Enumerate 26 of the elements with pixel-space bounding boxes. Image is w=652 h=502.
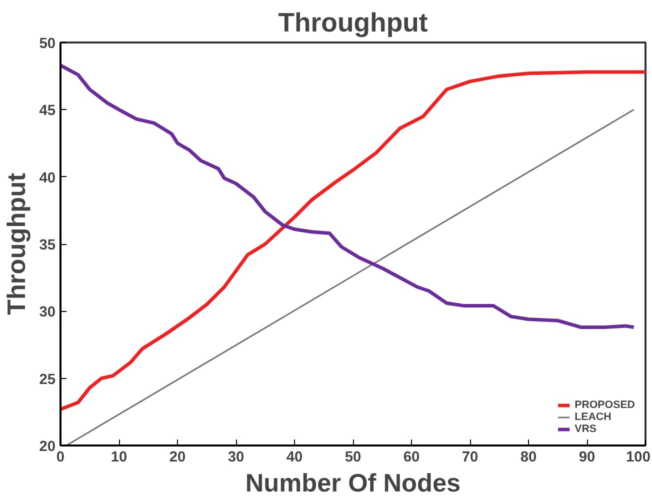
x-tick-label: 10 [110, 450, 128, 466]
legend-label: VRS [574, 423, 597, 435]
y-tick-label: 20 [39, 439, 56, 455]
x-tick-label: 80 [520, 450, 537, 466]
x-tick-label: 20 [169, 450, 186, 466]
x-axis-title: Number Of Nodes [245, 470, 461, 498]
x-tick-label: 60 [403, 450, 420, 466]
y-tick-label: 45 [39, 103, 56, 120]
y-tick-label: 50 [39, 36, 56, 52]
x-tick-label: 70 [462, 450, 478, 466]
line-series [60, 70, 646, 411]
y-tick-label: 40 [39, 170, 56, 186]
line-series [60, 64, 636, 330]
legend-label: PROPOSED [574, 399, 635, 411]
x-tick-label: 100 [626, 450, 651, 466]
y-tick-label: 30 [39, 304, 56, 321]
chart-title: Throughput [278, 8, 428, 38]
legend-label: LEACH [574, 411, 612, 423]
x-tick-label: 30 [228, 450, 244, 466]
y-axis-title: Throughput [3, 172, 32, 316]
y-tick-label: 25 [39, 372, 56, 388]
x-tick-label: 50 [344, 450, 362, 466]
x-tick-label: 40 [286, 450, 303, 466]
y-tick-label: 35 [39, 238, 56, 254]
x-tick-label: 90 [578, 450, 596, 466]
x-tick-label: 0 [56, 450, 65, 466]
